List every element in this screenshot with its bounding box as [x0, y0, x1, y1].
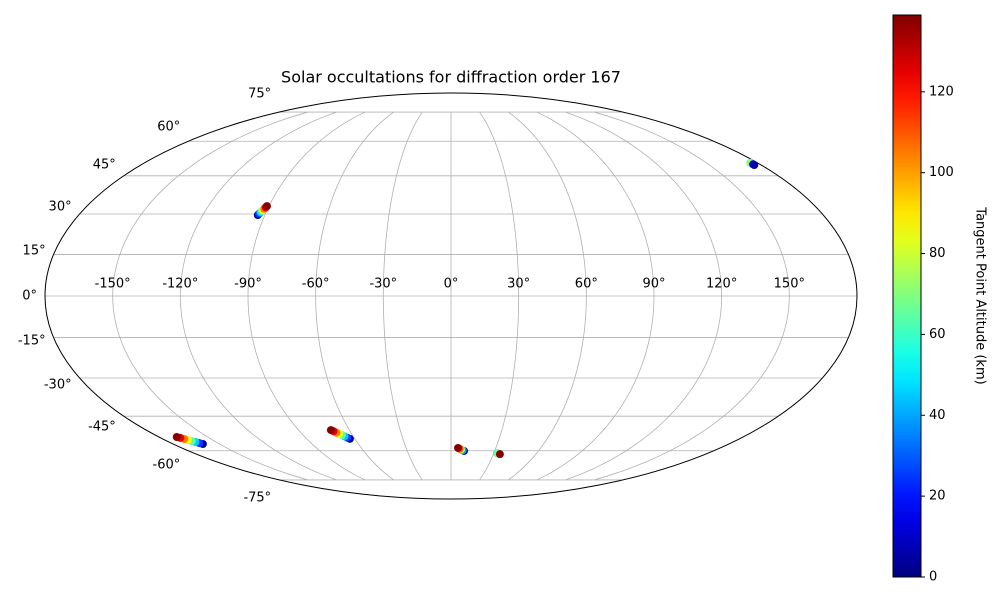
grid-line: [536, 111, 655, 481]
grid-line: [315, 111, 394, 481]
data-point: [172, 433, 181, 442]
y-tick-label: -60°: [153, 458, 181, 473]
y-tick-label: 0°: [22, 289, 37, 304]
y-tick-label: -30°: [44, 378, 72, 393]
data-point: [495, 450, 504, 459]
grid-line: [479, 111, 520, 481]
y-tick-label: 75°: [248, 87, 271, 102]
x-tick-label: -120°: [162, 277, 198, 292]
colorbar-tick-label: 60: [929, 327, 946, 342]
chart-title: Solar occultations for diffraction order…: [281, 68, 621, 87]
colorbar-tick-label: 80: [929, 246, 946, 261]
x-tick-label: -60°: [302, 277, 330, 292]
colorbar: [892, 14, 922, 578]
colorbar-tick-label: 120: [929, 84, 954, 99]
x-tick-label: -30°: [369, 277, 397, 292]
map-boundary: [44, 92, 858, 500]
grid-line: [382, 111, 423, 481]
data-point: [326, 426, 335, 435]
x-tick-label: 120°: [706, 277, 737, 292]
y-tick-label: -45°: [88, 419, 116, 434]
y-tick-label: 30°: [49, 199, 72, 214]
grid-line: [112, 111, 308, 481]
grid-line: [247, 111, 366, 481]
grid-line: [594, 111, 790, 481]
y-tick-label: 15°: [23, 243, 46, 258]
colorbar-tick-label: 0: [929, 570, 937, 585]
x-tick-label: -150°: [95, 277, 131, 292]
grid-line: [179, 111, 337, 481]
grid-line: [508, 111, 587, 481]
colorbar-label: Tangent Point Altitude (km): [973, 206, 988, 384]
y-tick-label: 45°: [93, 158, 116, 173]
x-tick-label: -90°: [234, 277, 262, 292]
grid-line: [565, 111, 723, 481]
x-tick-label: 60°: [575, 277, 598, 292]
x-tick-label: 150°: [774, 277, 805, 292]
y-tick-label: -75°: [243, 490, 271, 505]
y-tick-label: -15°: [18, 334, 46, 349]
colorbar-tick-label: 100: [929, 165, 954, 180]
x-tick-label: 0°: [444, 277, 459, 292]
colorbar-tick-label: 40: [929, 408, 946, 423]
x-tick-label: 90°: [642, 277, 665, 292]
data-point: [262, 202, 271, 211]
colorbar-tick-label: 20: [929, 489, 946, 504]
data-point: [750, 160, 759, 169]
x-tick-label: 30°: [507, 277, 530, 292]
data-point: [454, 443, 463, 452]
y-tick-label: 60°: [157, 119, 180, 134]
